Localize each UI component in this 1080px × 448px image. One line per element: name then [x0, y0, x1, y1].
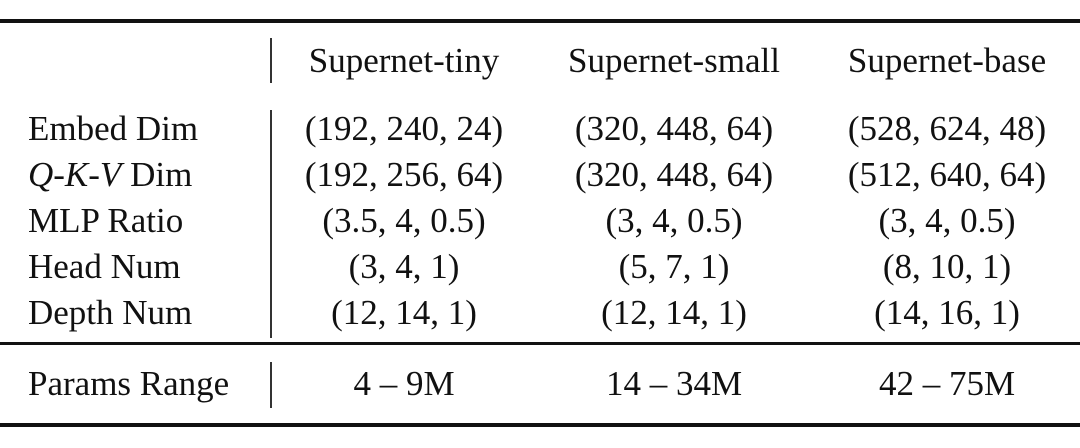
footer-cell: 42 – 75M [878, 364, 1016, 403]
row-label: MLP Ratio [28, 201, 184, 240]
footer-cell: 14 – 34M [605, 364, 743, 403]
table-cell: (512, 640, 64) [847, 155, 1047, 194]
table-cell: (3.5, 4, 0.5) [322, 201, 486, 240]
row-label: Depth Num [28, 293, 193, 332]
column-header: Supernet-tiny [308, 41, 500, 80]
table-cell: (5, 7, 1) [618, 247, 730, 286]
row-label: Head Num [28, 247, 181, 286]
row-label-italic: Q-K-V [28, 155, 122, 194]
table-cell: (320, 448, 64) [574, 155, 774, 194]
table-cell: (12, 14, 1) [331, 293, 477, 332]
row-label-suffix: Dim [121, 155, 193, 194]
table-cell: (14, 16, 1) [874, 293, 1020, 332]
table-cell: (192, 240, 24) [304, 109, 504, 148]
table-cell: (192, 256, 64) [304, 155, 504, 194]
table-cell: (528, 624, 48) [847, 109, 1047, 148]
top-rule [0, 19, 1080, 23]
table-cell: (3, 4, 0.5) [878, 201, 1016, 240]
mid-rule [0, 342, 1080, 345]
row-label: Embed Dim [28, 109, 199, 148]
table-cell: (8, 10, 1) [882, 247, 1012, 286]
header-divider [270, 38, 272, 83]
row-label: Q-K-V Dim [28, 152, 192, 198]
table-cell: (320, 448, 64) [574, 109, 774, 148]
bottom-rule [0, 423, 1080, 427]
table-cell: (3, 4, 1) [348, 247, 460, 286]
column-header: Supernet-small [568, 41, 780, 80]
table-cell: (12, 14, 1) [601, 293, 747, 332]
body-divider [270, 110, 272, 338]
column-header: Supernet-base [847, 41, 1047, 80]
footer-divider [270, 362, 272, 408]
footer-cell: 4 – 9M [353, 364, 455, 403]
footer-label: Params Range [28, 364, 230, 403]
table-cell: (3, 4, 0.5) [605, 201, 743, 240]
